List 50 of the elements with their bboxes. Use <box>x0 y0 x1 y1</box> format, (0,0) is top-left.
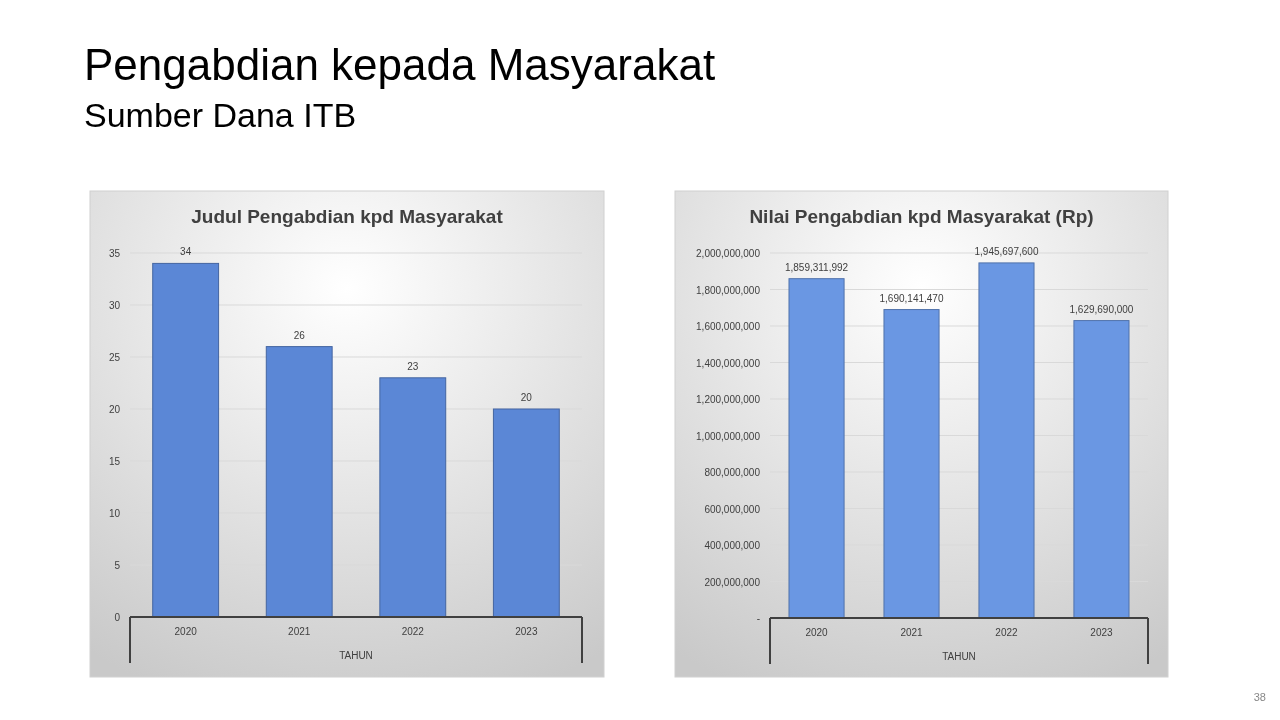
data-label: 1,629,690,000 <box>1069 303 1134 315</box>
bar <box>152 262 220 618</box>
y-tick-label: 1,600,000,000 <box>696 321 761 332</box>
data-label: 26 <box>293 329 306 341</box>
bar <box>978 262 1035 619</box>
y-tick-label: 35 <box>108 248 121 259</box>
y-tick-label: 15 <box>108 456 121 467</box>
text: Sumber Dana ITB <box>84 96 357 134</box>
y-tick-label: 0 <box>114 612 121 623</box>
y-tick-label: 400,000,000 <box>704 540 761 551</box>
x-tick-label: 2023 <box>1090 627 1114 638</box>
y-tick-label: - <box>756 613 760 624</box>
y-tick-label: 1,000,000,000 <box>696 430 761 442</box>
y-tick-label: 1,400,000,000 <box>696 357 761 369</box>
data-label: 1,945,697,600 <box>974 245 1039 257</box>
chart-title: Nilai Pengabdian kpd Masyarakat (Rp) <box>749 206 1094 227</box>
x-tick-label: 2021 <box>900 627 924 638</box>
data-label: 20 <box>520 392 533 403</box>
y-tick-label: 800,000,000 <box>704 467 761 478</box>
data-label: 34 <box>180 246 192 258</box>
data-label: 1,690,141,470 <box>879 292 944 304</box>
y-tick-label: 1,200,000,000 <box>696 394 761 405</box>
y-tick-label: 200,000,000 <box>704 576 761 588</box>
x-tick-label: 2021 <box>288 626 311 637</box>
x-tick-label: 2020 <box>805 627 829 638</box>
y-tick-label: 30 <box>108 300 121 311</box>
x-tick-label: 2022 <box>995 627 1019 638</box>
data-label: 23 <box>407 360 419 372</box>
data-label: 1,859,311,992 <box>784 261 849 273</box>
y-tick-label: 5 <box>114 560 121 571</box>
x-tick-label: 2022 <box>401 626 425 637</box>
bar <box>379 377 447 618</box>
y-tick-label: 20 <box>108 404 121 415</box>
bar <box>1073 320 1130 619</box>
x-tick-label: 2020 <box>174 626 198 637</box>
text: 38 <box>1253 691 1266 703</box>
bar <box>492 408 560 618</box>
bar <box>788 278 845 619</box>
y-tick-label: 25 <box>108 352 121 363</box>
bar <box>883 309 940 619</box>
y-tick-label: 2,000,000,000 <box>696 248 761 259</box>
x-tick-label: 2023 <box>515 626 538 637</box>
y-tick-label: 1,800,000,000 <box>696 284 761 296</box>
y-tick-label: 600,000,000 <box>704 503 761 515</box>
y-tick-label: 10 <box>108 508 121 519</box>
x-axis-title: TAHUN <box>942 651 976 662</box>
x-axis-title: TAHUN <box>339 650 373 661</box>
bar <box>265 346 333 618</box>
chart-title: Judul Pengabdian kpd Masyarakat <box>191 206 504 227</box>
text: Pengabdian kepada Masyarakat <box>84 40 716 89</box>
